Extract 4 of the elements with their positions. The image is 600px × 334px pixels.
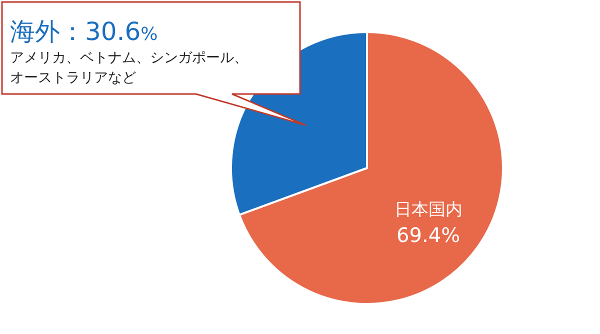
- text: アメリカ、ベトナム、シンガポール、オーストラリアなど: [10, 49, 249, 88]
- data-label: 69.4%: [396, 222, 460, 247]
- slice-label: 日本国内: [394, 200, 462, 220]
- slice-label: 海外：30.6%: [10, 17, 158, 46]
